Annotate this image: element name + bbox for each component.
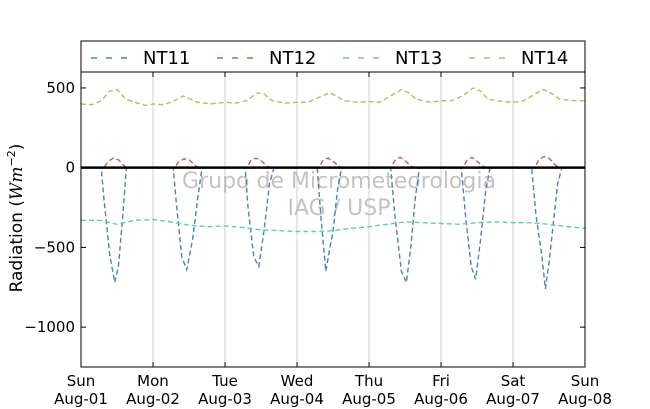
y-axis-label-suffix: ) [7,144,27,151]
legend-box [80,40,586,73]
x-tick-label-date: Aug-02 [126,390,180,408]
x-tick-label-day: Sun [571,372,600,390]
legend-label-nt13: NT13 [395,48,442,69]
y-axis-label-unit-m: m [7,166,27,182]
x-tick-label-day: Fri [432,372,450,390]
legend-label-nt11: NT11 [143,48,190,69]
x-tick-label-day: Wed [281,372,314,390]
x-tick-label-day: Sat [501,372,526,390]
y-axis-label-exponent: −2 [5,150,18,166]
legend: NT11 NT12 NT13 NT14 [80,40,586,73]
x-tick-label-day: Mon [137,372,169,390]
y-axis-label-prefix: Radiation ( [7,200,27,292]
y-axis-label-unit-w: W [7,181,27,200]
legend-label-nt14: NT14 [521,48,568,69]
x-tick-label-day: Sun [67,372,96,390]
x-tick-label-date: Aug-04 [270,390,324,408]
x-tick-label-date: Aug-05 [342,390,396,408]
y-tick-label: −1000 [24,318,75,336]
x-tick-label-date: Aug-01 [54,390,108,408]
x-tick-label-day: Tue [211,372,238,390]
x-tick-label-date: Aug-03 [198,390,252,408]
watermark-text: IAG / USP [288,196,391,221]
legend-label-nt12: NT12 [269,48,316,69]
x-tick-label-date: Aug-06 [414,390,468,408]
x-tick-label-date: Aug-08 [558,390,612,408]
plot-background [81,72,585,367]
y-tick-label: 500 [46,79,75,97]
y-axis-label: Radiation (Wm−2) [5,144,27,293]
x-tick-label-date: Aug-07 [486,390,540,408]
y-tick-label: −500 [34,238,75,256]
y-tick-label: 0 [65,159,75,177]
x-tick-label-day: Thu [354,372,383,390]
